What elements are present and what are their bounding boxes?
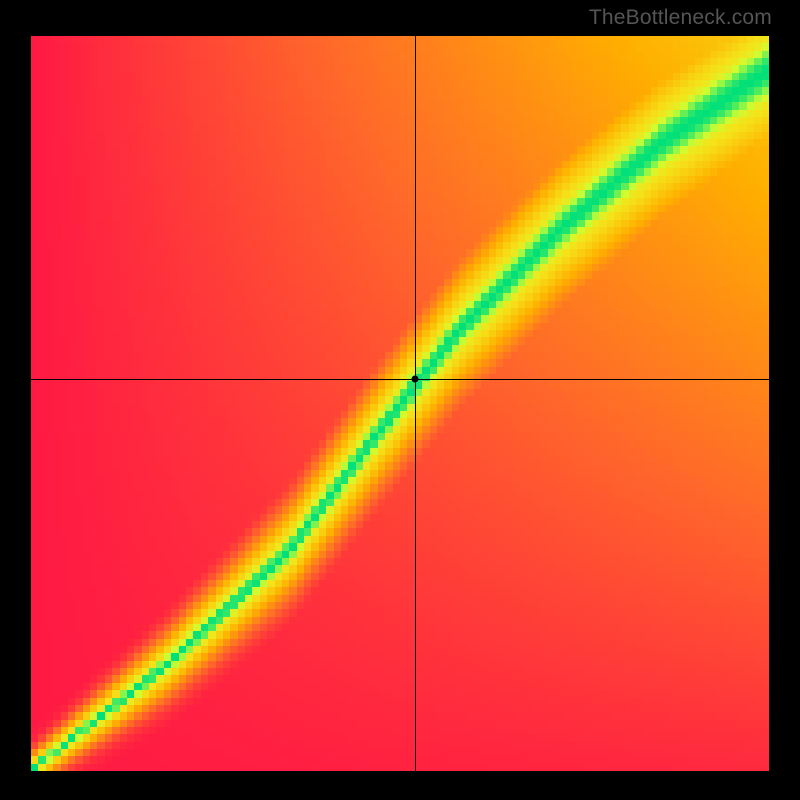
heatmap-canvas xyxy=(31,36,769,771)
crosshair-vertical xyxy=(415,36,416,771)
chart-frame: TheBottleneck.com xyxy=(0,0,800,800)
heatmap-plot xyxy=(31,36,769,771)
data-point-marker xyxy=(411,376,418,383)
crosshair-horizontal xyxy=(31,379,769,380)
watermark-text: TheBottleneck.com xyxy=(589,6,772,30)
